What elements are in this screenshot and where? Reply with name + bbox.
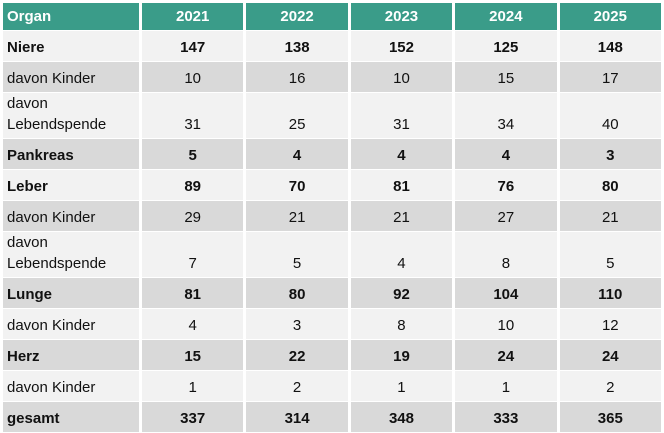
header-cell: 2021 — [142, 3, 244, 30]
cell-value: 1 — [142, 371, 244, 401]
cell-value: 27 — [455, 201, 557, 231]
row-label: Niere — [3, 31, 139, 61]
cell-value: 148 — [559, 31, 661, 61]
cell-value: 3 — [559, 139, 661, 169]
cell-value: 125 — [455, 31, 557, 61]
table-row: davon Kinder 10 16 10 15 17 — [3, 62, 661, 92]
cell-value: 4 — [350, 232, 453, 277]
cell-value: 21 — [350, 201, 453, 231]
cell-value: 10 — [142, 62, 244, 92]
cell-value: 31 — [142, 93, 244, 138]
cell-value: 16 — [246, 62, 348, 92]
cell-value: 31 — [350, 93, 453, 138]
table-row: Pankreas 5 4 4 4 3 — [3, 139, 661, 169]
cell-value: 147 — [142, 31, 244, 61]
row-label: davon Kinder — [3, 201, 139, 231]
cell-value: 80 — [559, 170, 661, 200]
row-label: davon Kinder — [3, 309, 139, 339]
cell-value: 337 — [142, 402, 244, 432]
table-row: Herz 15 22 19 24 24 — [3, 340, 661, 370]
header-row: Organ 2021 2022 2023 2024 2025 — [3, 3, 661, 30]
cell-value: 76 — [455, 170, 557, 200]
header-cell: Organ — [3, 3, 139, 30]
row-label: Pankreas — [3, 139, 139, 169]
table-row: davon Kinder 1 2 1 1 2 — [3, 371, 661, 401]
row-label: davon Lebendspende — [3, 232, 139, 277]
table-row: Leber 89 70 81 76 80 — [3, 170, 661, 200]
cell-value: 12 — [559, 309, 661, 339]
cell-value: 5 — [142, 139, 244, 169]
table-row: gesamt 337 314 348 333 365 — [3, 402, 661, 432]
cell-value: 4 — [142, 309, 244, 339]
cell-value: 34 — [455, 93, 557, 138]
cell-value: 5 — [559, 232, 661, 277]
cell-value: 21 — [246, 201, 348, 231]
cell-value: 7 — [142, 232, 244, 277]
cell-value: 81 — [142, 278, 244, 308]
cell-value: 5 — [246, 232, 348, 277]
cell-value: 348 — [350, 402, 453, 432]
row-label: Herz — [3, 340, 139, 370]
cell-value: 17 — [559, 62, 661, 92]
cell-value: 40 — [559, 93, 661, 138]
cell-value: 104 — [455, 278, 557, 308]
cell-value: 24 — [559, 340, 661, 370]
cell-value: 15 — [455, 62, 557, 92]
cell-value: 80 — [246, 278, 348, 308]
table-row: Lunge 81 80 92 104 110 — [3, 278, 661, 308]
cell-value: 4 — [350, 139, 453, 169]
table-row: davon Lebendspende 7 5 4 8 5 — [3, 232, 661, 277]
cell-value: 333 — [455, 402, 557, 432]
table-row: davon Lebendspende 31 25 31 34 40 — [3, 93, 661, 138]
cell-value: 81 — [350, 170, 453, 200]
cell-value: 8 — [350, 309, 453, 339]
row-label: davon Kinder — [3, 62, 139, 92]
cell-value: 365 — [559, 402, 661, 432]
cell-value: 1 — [350, 371, 453, 401]
cell-value: 110 — [559, 278, 661, 308]
cell-value: 4 — [455, 139, 557, 169]
table-body: Niere 147 138 152 125 148 davon Kinder 10 16 10 15… — [3, 31, 661, 432]
cell-value: 19 — [350, 340, 453, 370]
cell-value: 25 — [246, 93, 348, 138]
header-cell: 2023 — [350, 3, 453, 30]
cell-value: 10 — [455, 309, 557, 339]
header-cell: 2022 — [246, 3, 348, 30]
cell-value: 1 — [455, 371, 557, 401]
row-label: gesamt — [3, 402, 139, 432]
cell-value: 89 — [142, 170, 244, 200]
cell-value: 22 — [246, 340, 348, 370]
cell-value: 2 — [246, 371, 348, 401]
row-label: davon Lebendspende — [3, 93, 139, 138]
cell-value: 21 — [559, 201, 661, 231]
cell-value: 15 — [142, 340, 244, 370]
cell-value: 314 — [246, 402, 348, 432]
table-row: Niere 147 138 152 125 148 — [3, 31, 661, 61]
header-cell: 2025 — [559, 3, 661, 30]
table-row: davon Kinder 29 21 21 27 21 — [3, 201, 661, 231]
table-row: davon Kinder 4 3 8 10 12 — [3, 309, 661, 339]
cell-value: 10 — [350, 62, 453, 92]
row-label: davon Kinder — [3, 371, 139, 401]
cell-value: 4 — [246, 139, 348, 169]
row-label: Lunge — [3, 278, 139, 308]
cell-value: 92 — [350, 278, 453, 308]
cell-value: 8 — [455, 232, 557, 277]
header-cell: 2024 — [455, 3, 557, 30]
cell-value: 70 — [246, 170, 348, 200]
cell-value: 29 — [142, 201, 244, 231]
cell-value: 152 — [350, 31, 453, 61]
cell-value: 3 — [246, 309, 348, 339]
cell-value: 2 — [559, 371, 661, 401]
row-label: Leber — [3, 170, 139, 200]
cell-value: 24 — [455, 340, 557, 370]
cell-value: 138 — [246, 31, 348, 61]
